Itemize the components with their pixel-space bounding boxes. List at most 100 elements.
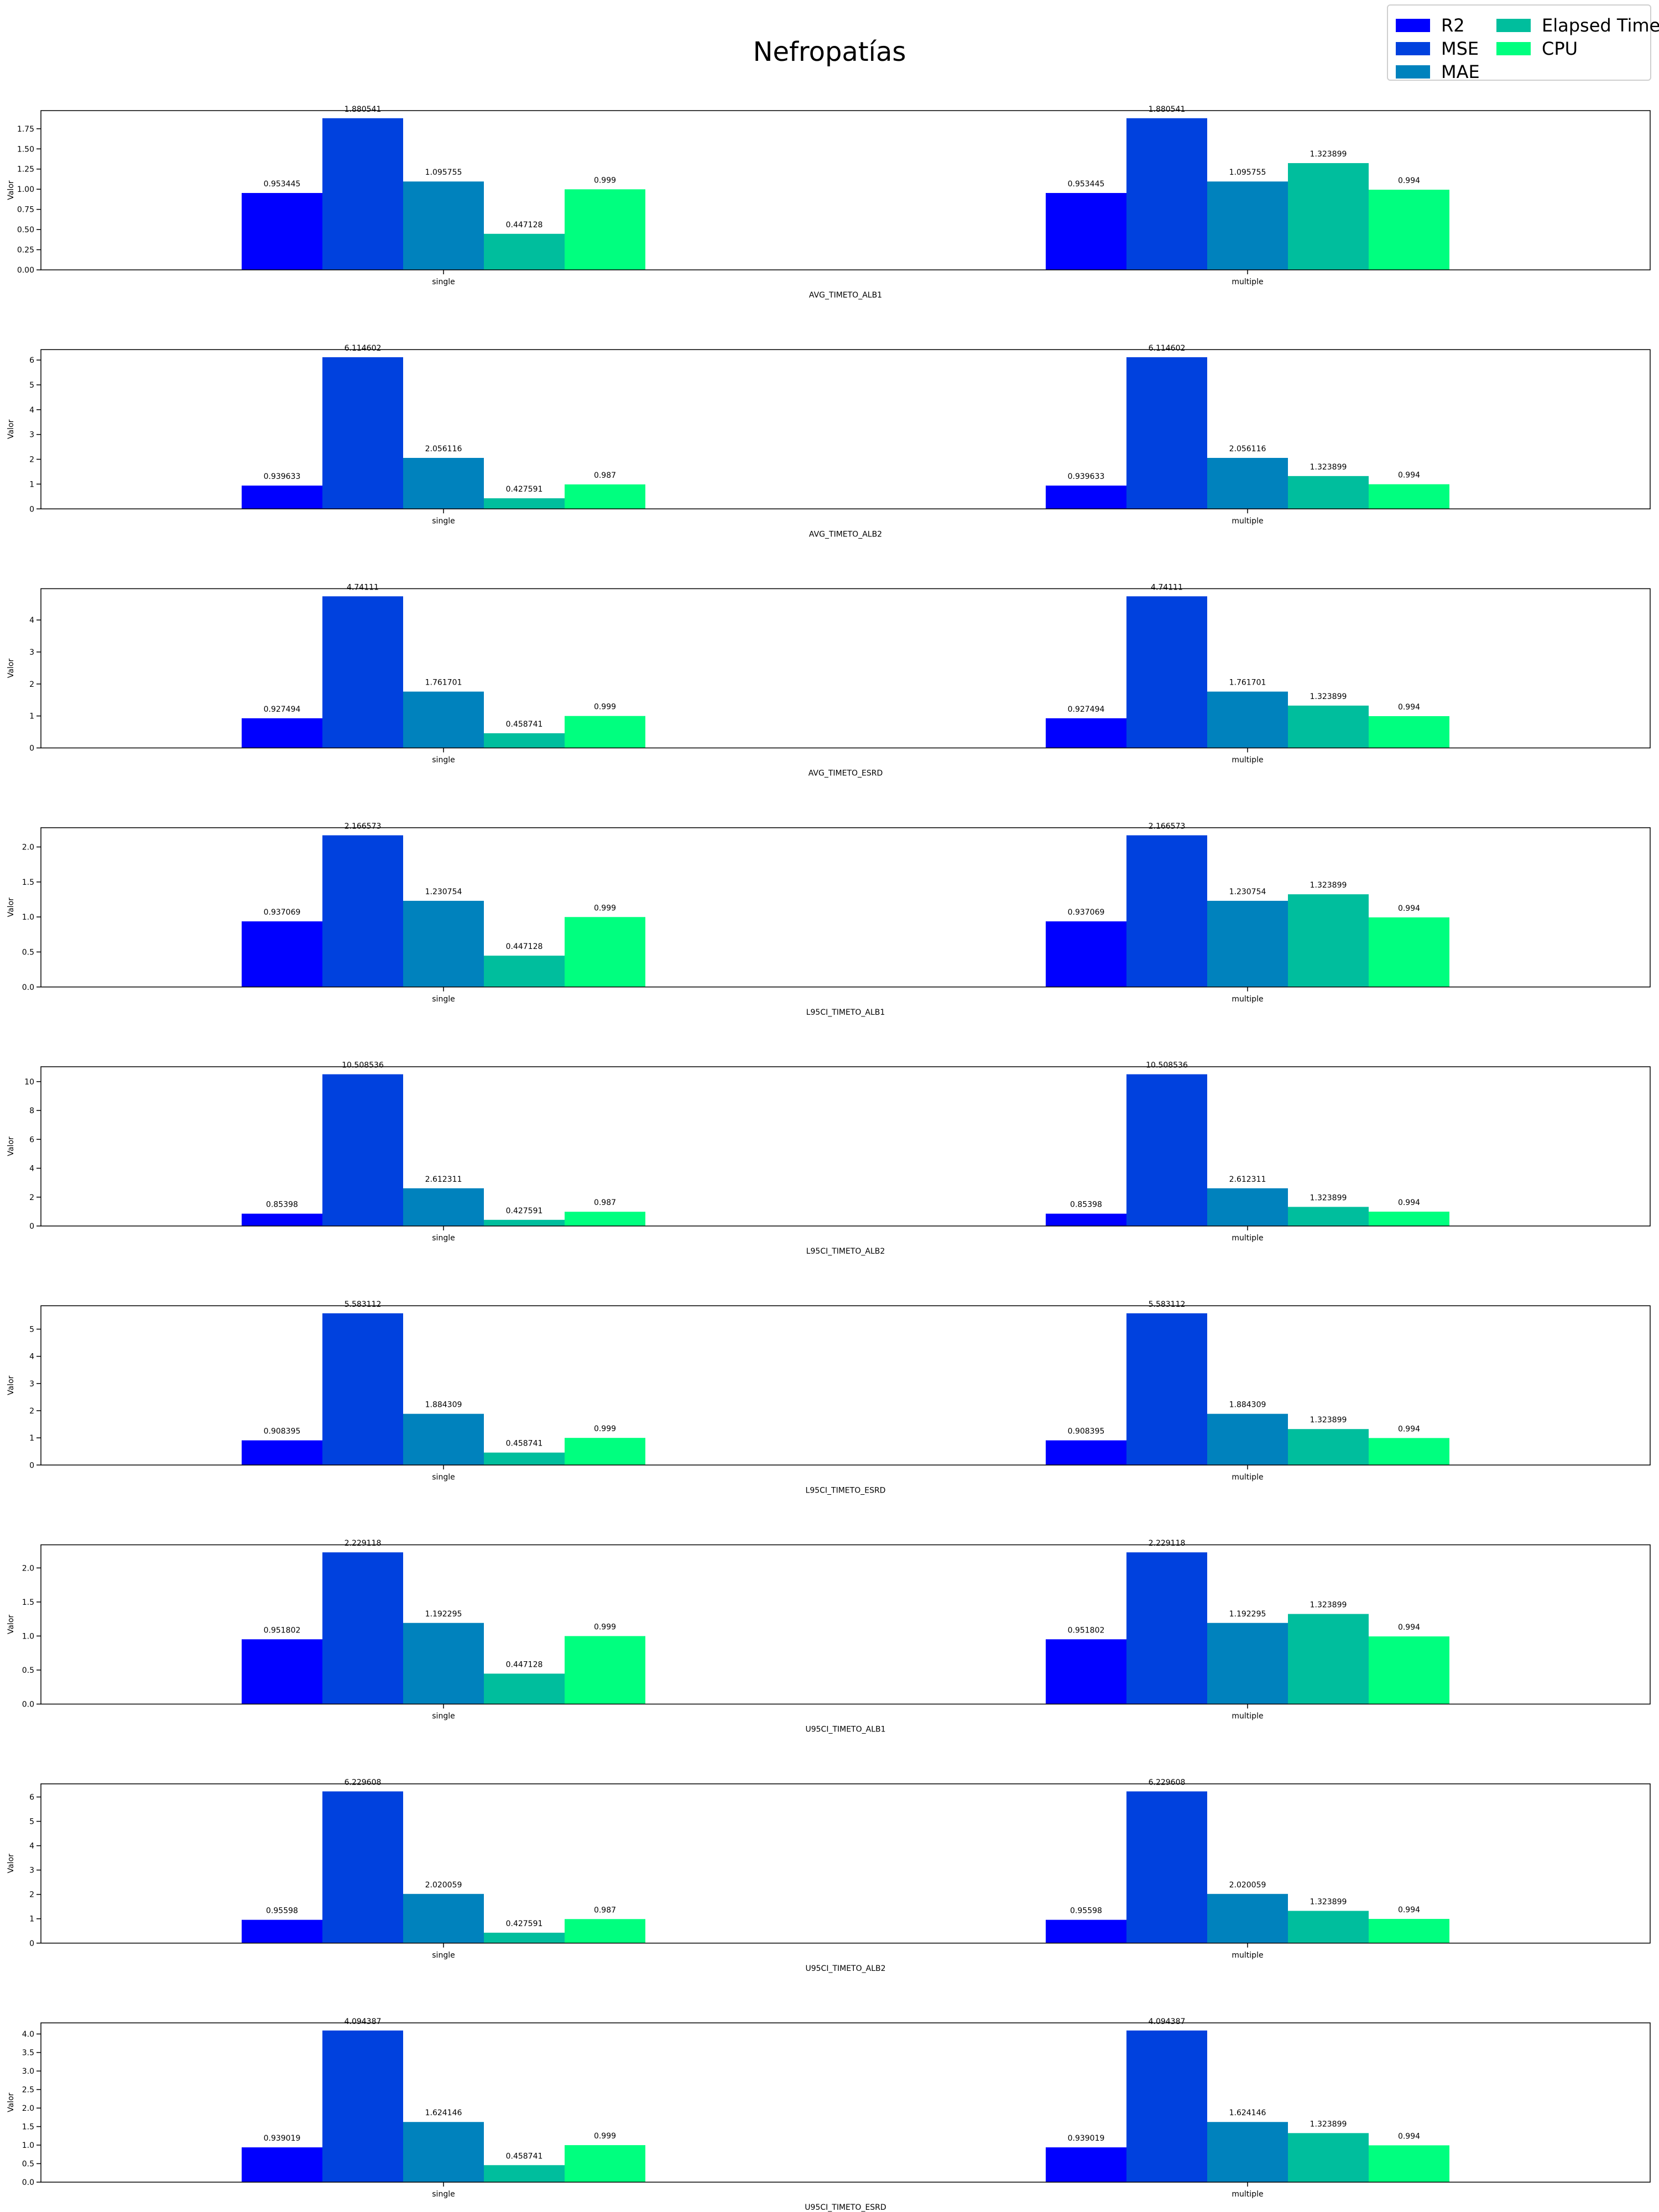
bar-value-label: 0.994 (1398, 1906, 1420, 1914)
bar-r2-single (242, 1919, 322, 1943)
x-tick-label-single: single (432, 756, 455, 765)
axes-frame (40, 1783, 1651, 1944)
bar-value-label: 1.624146 (425, 2109, 462, 2117)
bar-value-label: 0.987 (594, 1906, 616, 1914)
bar-cpu-single (565, 716, 645, 748)
bar-r2-single (242, 1213, 322, 1226)
y-tick-label: 2 (29, 456, 34, 465)
y-tick-label: 3 (29, 1380, 34, 1389)
bar-mae-multiple (1207, 1893, 1288, 1943)
y-tick-label: 8 (29, 1107, 34, 1115)
x-axis-label: U95CI_TIMETO_ALB2 (805, 1964, 885, 1973)
bar-value-label: 2.056116 (1229, 445, 1266, 453)
bar-cpu-single (565, 189, 645, 270)
bar-cpu-multiple (1369, 1212, 1449, 1226)
bar-mse-single (322, 2030, 403, 2182)
bar-value-label: 1.323899 (1310, 1601, 1347, 1610)
bar-value-label: 1.761701 (425, 679, 462, 687)
y-axis-label: Valor (7, 419, 15, 439)
y-axis-label: Valor (7, 1136, 15, 1156)
chart-avg-timeto-alb1: 0.953445 0.953445 1.880541 1.880541 1.095755… (7, 105, 1651, 300)
bar-cpu-multiple (1369, 917, 1449, 987)
y-tick-label: 4 (29, 1842, 34, 1851)
x-axis-label: AVG_TIMETO_ALB1 (809, 291, 882, 300)
legend-label-elapsed-time: Elapsed Time (1542, 15, 1659, 36)
chart-l95ci-timeto-esrd: 0.908395 0.908395 5.583112 5.583112 1.884309… (7, 1300, 1651, 1495)
bar-mae-multiple (1207, 691, 1288, 748)
bar-value-label: 0.999 (594, 703, 616, 712)
y-tick-label: 1.0 (22, 1632, 34, 1641)
bar-value-label: 10.508536 (342, 1061, 384, 1070)
bar-value-label: 0.987 (594, 1198, 616, 1207)
bar-cpu-multiple (1369, 1636, 1449, 1704)
bar-cpu-multiple (1369, 716, 1449, 748)
bar-value-label: 1.761701 (1229, 679, 1266, 687)
bar-value-label: 0.999 (594, 904, 616, 912)
bar-value-label: 2.020059 (425, 1881, 462, 1890)
y-tick-label: 0.0 (22, 1700, 34, 1709)
bar-value-label: 0.994 (1398, 703, 1420, 712)
legend-label-mse: MSE (1441, 38, 1479, 59)
legend-label-r2: R2 (1441, 15, 1465, 36)
bar-value-label: 1.323899 (1310, 2120, 1347, 2128)
y-tick-label: 0.5 (22, 2160, 34, 2169)
y-axis-label: Valor (7, 1375, 15, 1395)
bar-value-label: 0.994 (1398, 1623, 1420, 1632)
legend-swatch-r2 (1396, 19, 1430, 32)
bar-cpu-multiple (1369, 2145, 1449, 2182)
chart-u95ci-timeto-alb1: 0.951802 0.951802 2.229118 2.229118 1.192295… (7, 1539, 1651, 1734)
bar-value-label: 1.880541 (345, 105, 382, 114)
y-tick-label: 5 (29, 381, 34, 390)
y-axis-label: Valor (7, 180, 15, 200)
chart-u95ci-timeto-alb2: 0.95598 0.95598 6.229608 6.229608 2.020059 2.… (7, 1778, 1651, 1973)
axes-frame (40, 827, 1651, 988)
bar-elapsed-time-single (484, 2165, 565, 2182)
bar-cpu-multiple (1369, 484, 1449, 509)
bar-cpu-single (565, 917, 645, 987)
y-tick-label: 3 (29, 431, 34, 440)
y-tick-label: 2.5 (22, 2086, 34, 2095)
bar-value-label: 0.427591 (506, 485, 543, 494)
legend-swatch-elapsed-time (1496, 19, 1531, 32)
bar-value-label: 6.229608 (1149, 1778, 1186, 1787)
bar-value-label: 0.427591 (506, 1207, 543, 1215)
y-tick-label: 0 (29, 1222, 34, 1231)
bar-value-label: 1.323899 (1310, 463, 1347, 472)
bar-mae-multiple (1207, 900, 1288, 987)
y-tick-label: 1.75 (17, 125, 34, 134)
bar-value-label: 0.427591 (506, 1919, 543, 1928)
y-tick-label: 2.0 (22, 843, 34, 852)
y-tick-label: 1.5 (22, 1598, 34, 1607)
y-tick-label: 0 (29, 505, 34, 514)
bar-value-label: 0.999 (594, 2132, 616, 2141)
bar-r2-multiple (1046, 192, 1126, 270)
x-axis-label: AVG_TIMETO_ESRD (808, 769, 883, 778)
x-axis-label: L95CI_TIMETO_ALB2 (806, 1247, 885, 1256)
bar-r2-single (242, 718, 322, 748)
bar-mse-multiple (1126, 835, 1207, 987)
bar-mse-multiple (1126, 357, 1207, 509)
bar-value-label: 0.999 (594, 1425, 616, 1433)
bar-r2-multiple (1046, 921, 1126, 987)
y-axis-label: Valor (7, 898, 15, 917)
bar-mae-multiple (1207, 1413, 1288, 1465)
x-tick-label-single: single (432, 1951, 455, 1960)
axes-frame (40, 1544, 1651, 1705)
bar-value-label: 2.229118 (1149, 1539, 1186, 1548)
y-tick-label: 0 (29, 744, 34, 753)
y-tick-label: 6 (29, 1135, 34, 1144)
bar-mse-single (322, 357, 403, 509)
bar-elapsed-time-single (484, 498, 565, 509)
bar-cpu-multiple (1369, 1918, 1449, 1943)
y-tick-label: 2 (29, 1891, 34, 1900)
bar-value-label: 1.192295 (1229, 1610, 1266, 1619)
bar-value-label: 2.166573 (345, 822, 382, 831)
bar-value-label: 2.166573 (1149, 822, 1186, 831)
y-tick-label: 6 (29, 356, 34, 365)
x-tick-label-single: single (432, 517, 455, 525)
bar-value-label: 4.74111 (347, 583, 379, 592)
y-axis-label: Valor (7, 1854, 15, 1874)
bar-elapsed-time-multiple (1288, 705, 1369, 748)
bar-value-label: 1.884309 (1229, 1401, 1266, 1410)
bar-elapsed-time-single (484, 1219, 565, 1226)
